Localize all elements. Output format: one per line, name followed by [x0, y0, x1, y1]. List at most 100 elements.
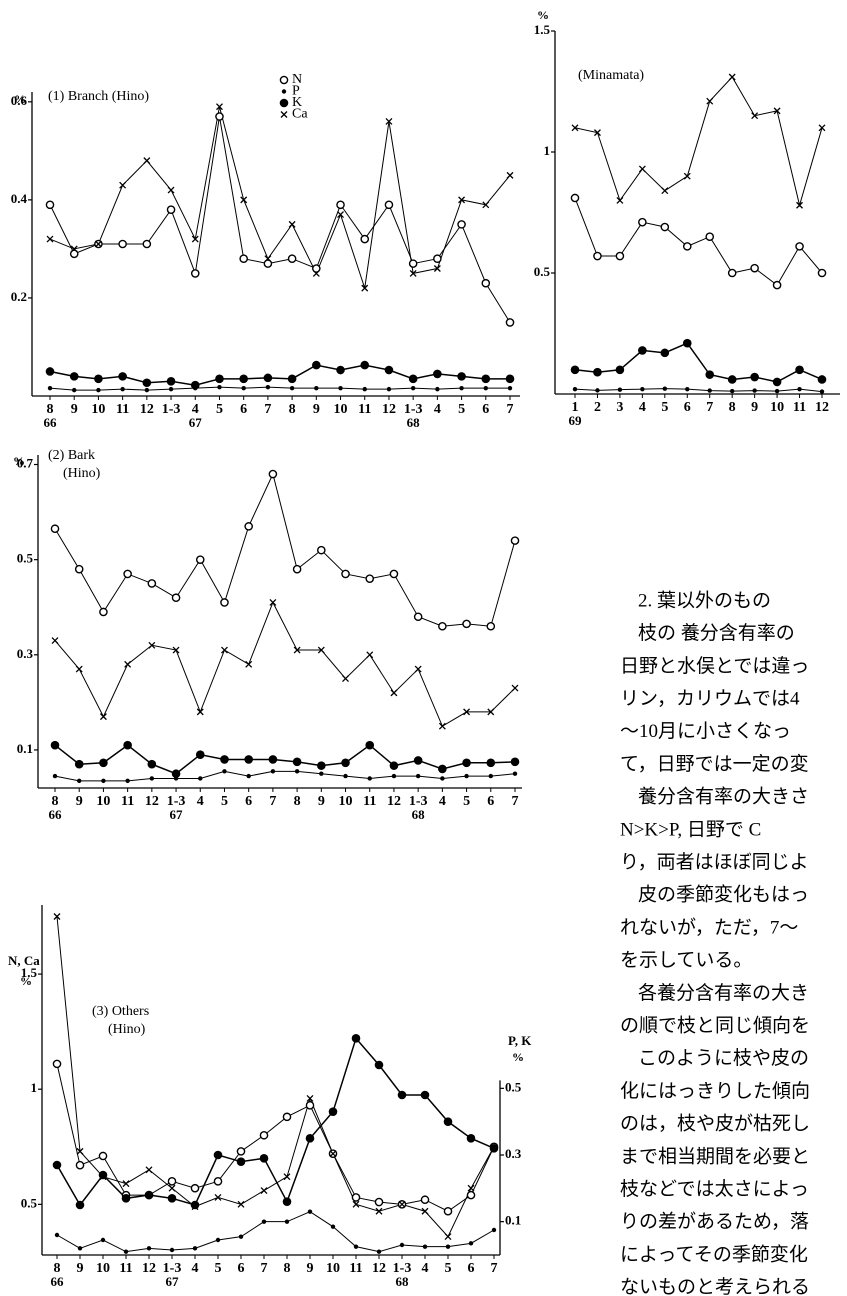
data-point: [486, 621, 496, 631]
x-tick-label: 12: [142, 1261, 156, 1276]
body-line: N>K>P, 日野で C: [620, 819, 761, 840]
data-point: [72, 387, 77, 393]
data-point: [336, 365, 345, 375]
x-tick-label: 8: [289, 402, 296, 417]
data-point: [374, 1197, 384, 1207]
x-tick-label: 12: [387, 794, 401, 809]
data-point: [239, 254, 248, 264]
data-point: [570, 365, 580, 375]
data-point: [148, 641, 156, 649]
data-point: [336, 200, 345, 210]
year-label: 68: [407, 415, 421, 430]
data-point: [351, 1193, 361, 1202]
data-point: [338, 385, 343, 391]
x-tick-label: 5: [463, 794, 470, 809]
y-tick-label: 1: [544, 143, 551, 158]
data-point: [119, 181, 127, 189]
y-tick-label: 0.5: [534, 264, 551, 279]
data-point: [464, 773, 469, 779]
data-point: [593, 251, 602, 261]
series-line: [54, 601, 516, 727]
data-point: [384, 365, 394, 375]
data-point: [269, 599, 277, 606]
x-tick-label: 6: [487, 794, 494, 809]
x-tick-label: 6: [468, 1261, 475, 1276]
series-line: [574, 197, 823, 286]
x-tick-label: 3: [616, 400, 623, 415]
data-point: [190, 1183, 200, 1193]
data-point: [662, 386, 668, 391]
data-point: [459, 385, 464, 391]
data-point: [341, 569, 350, 579]
data-point: [312, 269, 320, 277]
data-point: [389, 761, 399, 770]
data-point: [239, 374, 248, 384]
x-tick-label: 10: [339, 794, 353, 809]
y-tick-label: 0.4: [11, 191, 28, 206]
data-point: [486, 758, 496, 768]
y-tick-label: 0.1: [17, 741, 33, 756]
data-point: [466, 1190, 476, 1200]
data-point: [795, 365, 804, 375]
year-label: 66: [49, 807, 63, 822]
x-tick-label: 4: [192, 402, 199, 417]
data-point: [420, 1195, 430, 1205]
x-tick-label: 5: [215, 1261, 222, 1276]
data-point: [772, 377, 782, 387]
data-point: [268, 755, 278, 764]
y-unit: %: [20, 974, 32, 988]
data-point: [374, 1060, 384, 1070]
data-point: [94, 240, 102, 248]
data-point: [213, 1150, 223, 1160]
data-point: [245, 660, 253, 668]
data-point: [376, 1249, 382, 1254]
data-point: [390, 689, 398, 697]
data-point: [481, 278, 491, 288]
y-label: N, Ca: [8, 953, 40, 968]
data-point: [457, 220, 466, 229]
data-point: [236, 1157, 246, 1166]
data-point: [217, 384, 222, 390]
data-point: [705, 232, 715, 241]
data-point: [385, 117, 393, 125]
x-tick-label: 4: [422, 1261, 429, 1276]
body-line: 〜10月に小さくなっ: [620, 720, 791, 742]
data-point: [125, 778, 130, 784]
data-point: [466, 1134, 476, 1143]
data-point: [123, 1249, 129, 1254]
year-label: 67: [166, 1274, 180, 1289]
data-point: [386, 386, 392, 392]
y2-unit: %: [512, 1050, 524, 1064]
data-point: [192, 1246, 198, 1251]
data-point: [317, 761, 326, 770]
data-point: [220, 755, 229, 764]
legend-marker: [279, 98, 289, 108]
legend-marker: [280, 111, 288, 118]
x-tick-label: 8: [284, 1261, 291, 1276]
series-line: [574, 76, 823, 208]
data-point: [54, 1232, 60, 1238]
x-tick-label: 6: [240, 402, 247, 417]
data-point: [172, 646, 180, 654]
data-point: [438, 621, 447, 631]
data-point: [660, 222, 670, 232]
data-point: [237, 1200, 245, 1208]
data-point: [167, 1194, 177, 1203]
y-unit: %: [537, 8, 549, 22]
x-tick-label: 10: [334, 402, 348, 417]
data-point: [384, 200, 394, 210]
data-point: [705, 370, 715, 379]
data-point: [142, 378, 152, 388]
data-point: [414, 665, 422, 673]
data-point: [351, 1034, 361, 1043]
x-tick-label: 12: [145, 794, 159, 809]
data-point: [727, 375, 737, 384]
data-point: [167, 1177, 177, 1186]
data-point: [615, 365, 625, 375]
data-point: [171, 769, 181, 779]
data-point: [420, 1090, 430, 1100]
data-point: [240, 196, 248, 204]
body-line: れないが，ただ，7〜: [620, 916, 798, 938]
x-tick-label: 9: [751, 400, 758, 415]
